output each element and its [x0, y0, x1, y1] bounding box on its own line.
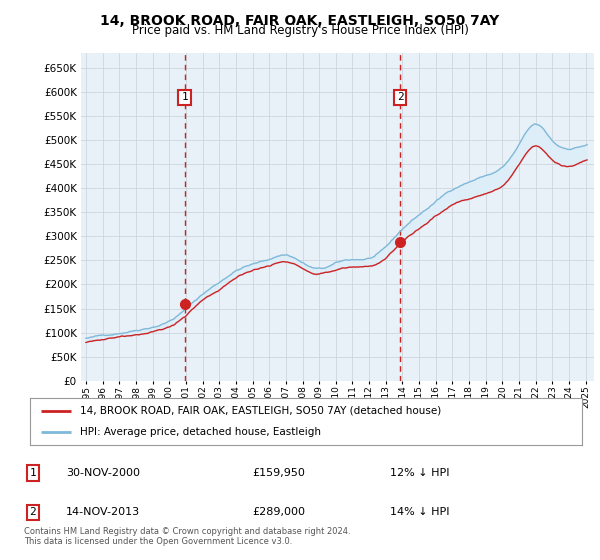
Text: 1: 1	[29, 468, 37, 478]
Text: 14, BROOK ROAD, FAIR OAK, EASTLEIGH, SO50 7AY: 14, BROOK ROAD, FAIR OAK, EASTLEIGH, SO5…	[100, 14, 500, 28]
Text: Contains HM Land Registry data © Crown copyright and database right 2024.
This d: Contains HM Land Registry data © Crown c…	[24, 526, 350, 546]
Text: £289,000: £289,000	[252, 507, 305, 517]
Text: 1: 1	[181, 92, 188, 102]
Text: Price paid vs. HM Land Registry's House Price Index (HPI): Price paid vs. HM Land Registry's House …	[131, 24, 469, 37]
Text: 14% ↓ HPI: 14% ↓ HPI	[390, 507, 449, 517]
Text: £159,950: £159,950	[252, 468, 305, 478]
Text: 14, BROOK ROAD, FAIR OAK, EASTLEIGH, SO50 7AY (detached house): 14, BROOK ROAD, FAIR OAK, EASTLEIGH, SO5…	[80, 406, 441, 416]
Text: HPI: Average price, detached house, Eastleigh: HPI: Average price, detached house, East…	[80, 427, 320, 437]
Text: 12% ↓ HPI: 12% ↓ HPI	[390, 468, 449, 478]
Text: 2: 2	[397, 92, 404, 102]
Text: 2: 2	[29, 507, 37, 517]
Text: 14-NOV-2013: 14-NOV-2013	[66, 507, 140, 517]
Text: 30-NOV-2000: 30-NOV-2000	[66, 468, 140, 478]
